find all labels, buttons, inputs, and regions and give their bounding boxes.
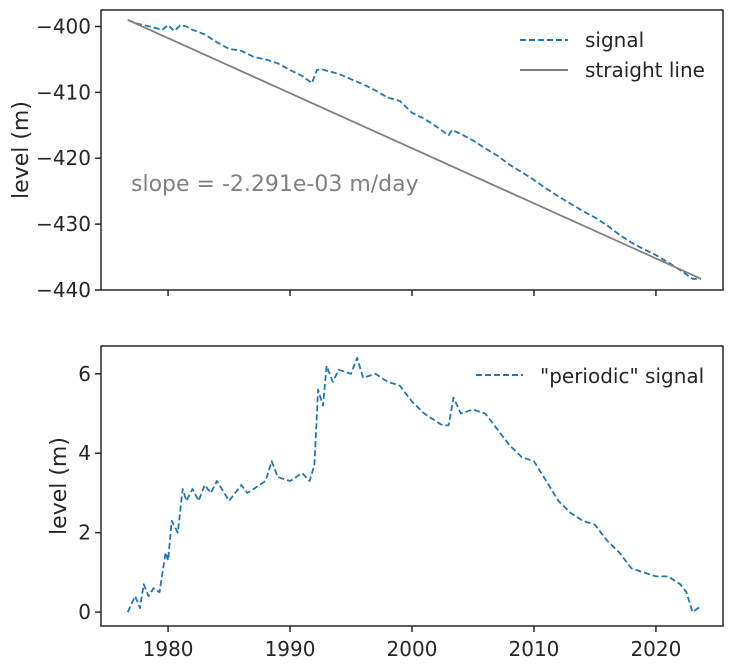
top-panel: −400 −410 −420 −430 −440 level (m) slope = -… bbox=[9, 9, 724, 302]
top-y-ticks: −400 −410 −420 −430 −440 bbox=[36, 14, 101, 302]
legend-signal-label: signal bbox=[585, 28, 644, 52]
top-y-tick-label: −430 bbox=[36, 212, 91, 236]
top-y-tick-label: −400 bbox=[36, 14, 91, 38]
bottom-x-tick-label: 2010 bbox=[509, 637, 560, 661]
top-y-tick-label: −420 bbox=[36, 146, 91, 170]
top-plot-frame bbox=[100, 9, 724, 291]
legend-straight-line-label: straight line bbox=[585, 58, 705, 82]
bottom-legend: "periodic" signal bbox=[476, 364, 704, 388]
top-y-tick-label: −410 bbox=[36, 80, 91, 104]
bottom-x-ticks: 1980 1990 2000 2010 2020 bbox=[143, 626, 681, 661]
bottom-series-periodic-signal bbox=[126, 356, 702, 613]
top-legend: signal straight line bbox=[520, 28, 705, 82]
top-series-straight-line bbox=[127, 19, 702, 280]
bottom-panel: 0 2 4 6 1980 1990 2000 2010 2020 level (m) "per… bbox=[47, 345, 724, 661]
bottom-x-tick-label: 1980 bbox=[143, 637, 194, 661]
slope-annotation: slope = -2.291e-03 m/day bbox=[131, 172, 419, 197]
bottom-y-tick-label: 6 bbox=[78, 362, 91, 386]
bottom-plot-frame bbox=[100, 345, 724, 627]
bottom-y-tick-label: 2 bbox=[78, 521, 91, 545]
top-y-axis-label: level (m) bbox=[9, 101, 34, 199]
bottom-y-axis-label: level (m) bbox=[47, 437, 72, 535]
top-x-ticks bbox=[167, 290, 657, 296]
top-y-tick-label: −440 bbox=[36, 278, 91, 302]
bottom-x-tick-label: 2020 bbox=[630, 637, 681, 661]
top-series bbox=[127, 19, 702, 280]
bottom-y-tick-label: 0 bbox=[78, 600, 91, 624]
bottom-y-ticks: 0 2 4 6 bbox=[78, 362, 101, 624]
top-series-signal bbox=[127, 19, 701, 280]
bottom-series bbox=[126, 356, 702, 613]
bottom-x-tick-label: 2000 bbox=[387, 637, 438, 661]
bottom-y-tick-label: 4 bbox=[78, 441, 91, 465]
legend-periodic-label: "periodic" signal bbox=[540, 364, 704, 388]
bottom-x-tick-label: 1990 bbox=[265, 637, 316, 661]
